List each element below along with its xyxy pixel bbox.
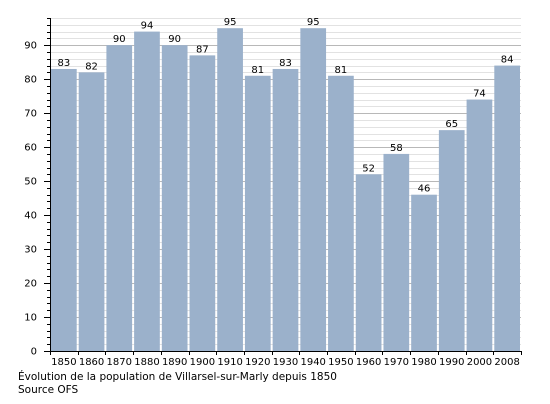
- x-tick-label-1970: 1970: [384, 357, 409, 368]
- x-tick-label-1930: 1930: [273, 357, 298, 368]
- y-tick-label-80: 80: [24, 75, 37, 86]
- bar-1970: [383, 153, 410, 351]
- y-tick-label-50: 50: [24, 177, 37, 188]
- x-tick-label-1860: 1860: [79, 357, 104, 368]
- x-tick-label-2008: 2008: [494, 357, 519, 368]
- value-label-2000: 74: [473, 89, 486, 100]
- x-tick-label-1910: 1910: [217, 357, 242, 368]
- x-tick-label-1960: 1960: [356, 357, 381, 368]
- y-tick-label-10: 10: [24, 313, 37, 324]
- value-label-1890: 90: [168, 34, 181, 45]
- value-label-1970: 58: [390, 143, 403, 154]
- value-label-1950: 81: [335, 65, 348, 76]
- y-tick-label-70: 70: [24, 109, 37, 120]
- value-label-1990: 65: [445, 119, 458, 130]
- value-label-1910: 95: [224, 17, 237, 28]
- bar-1870: [106, 45, 133, 351]
- bar-1900: [189, 55, 216, 351]
- bar-2008: [494, 65, 520, 352]
- x-tick-label-1890: 1890: [162, 357, 187, 368]
- value-label-1960: 52: [362, 163, 375, 174]
- x-tick-label-1850: 1850: [51, 357, 76, 368]
- x-tick-label-1950: 1950: [328, 357, 353, 368]
- value-label-1930: 83: [279, 58, 292, 69]
- bar-1850: [51, 68, 77, 351]
- bar-1940: [300, 28, 327, 351]
- value-label-1850: 83: [57, 58, 70, 69]
- x-tick-label-1900: 1900: [190, 357, 215, 368]
- bar-1960: [355, 174, 382, 351]
- bar-1980: [411, 194, 437, 351]
- labels: 83 1850 82 1860 90 1870 94 1880 90 1890 87 1900 95 19…: [24, 17, 520, 368]
- bar-1880: [134, 31, 160, 352]
- bar-2000: [466, 99, 493, 351]
- bar-1860: [78, 72, 105, 352]
- y-tick-label-60: 60: [24, 143, 37, 154]
- value-label-1980: 46: [418, 184, 431, 195]
- y-tick-label-90: 90: [24, 41, 37, 52]
- x-tick-label-1940: 1940: [300, 357, 325, 368]
- y-tick-label-0: 0: [31, 347, 37, 358]
- x-tick-label-1920: 1920: [245, 357, 270, 368]
- x-tick-label-1990: 1990: [439, 357, 464, 368]
- value-label-1860: 82: [85, 61, 98, 72]
- y-tick-label-20: 20: [24, 279, 37, 290]
- value-label-2008: 84: [501, 55, 514, 66]
- value-label-1900: 87: [196, 44, 209, 55]
- chart-caption: Évolution de la population de Villarsel-…: [18, 371, 337, 383]
- x-tick-label-1870: 1870: [107, 357, 132, 368]
- x-tick-label-1880: 1880: [134, 357, 159, 368]
- value-label-1880: 94: [141, 21, 154, 32]
- bar-1910: [217, 28, 243, 351]
- bar-1930: [272, 68, 299, 351]
- chart-source: Source OFS: [18, 384, 79, 396]
- value-label-1870: 90: [113, 34, 126, 45]
- axes: [44, 18, 522, 355]
- bar-1890: [161, 45, 188, 351]
- x-tick-label-2000: 2000: [467, 357, 492, 368]
- x-tick-label-1980: 1980: [411, 357, 436, 368]
- bar-1950: [328, 75, 354, 351]
- y-tick-label-30: 30: [24, 245, 37, 256]
- bar-1920: [244, 75, 271, 351]
- bar-1990: [438, 130, 465, 351]
- value-label-1920: 81: [251, 65, 264, 76]
- y-tick-label-40: 40: [24, 211, 37, 222]
- value-label-1940: 95: [307, 17, 320, 28]
- bars: [51, 28, 520, 352]
